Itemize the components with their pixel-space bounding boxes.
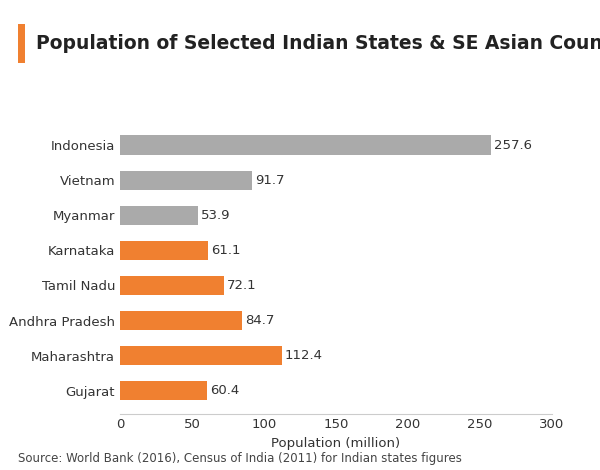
Text: 61.1: 61.1 — [211, 244, 241, 257]
Text: 53.9: 53.9 — [200, 209, 230, 222]
Text: 84.7: 84.7 — [245, 314, 274, 327]
Text: 112.4: 112.4 — [285, 349, 323, 362]
Bar — [120, 381, 207, 400]
Text: 91.7: 91.7 — [255, 174, 284, 187]
Bar — [120, 205, 197, 225]
X-axis label: Population (million): Population (million) — [271, 437, 401, 450]
Text: Population of Selected Indian States & SE Asian Countries: Population of Selected Indian States & S… — [36, 34, 600, 53]
Text: 72.1: 72.1 — [227, 279, 256, 292]
Bar — [120, 135, 491, 155]
Text: 60.4: 60.4 — [210, 384, 239, 397]
Bar — [120, 311, 242, 330]
Bar — [120, 241, 208, 260]
Bar — [120, 346, 282, 365]
Text: Source: World Bank (2016), Census of India (2011) for Indian states figures: Source: World Bank (2016), Census of Ind… — [18, 452, 462, 465]
Text: 257.6: 257.6 — [494, 139, 532, 152]
Bar — [120, 171, 252, 190]
Bar — [120, 276, 224, 295]
